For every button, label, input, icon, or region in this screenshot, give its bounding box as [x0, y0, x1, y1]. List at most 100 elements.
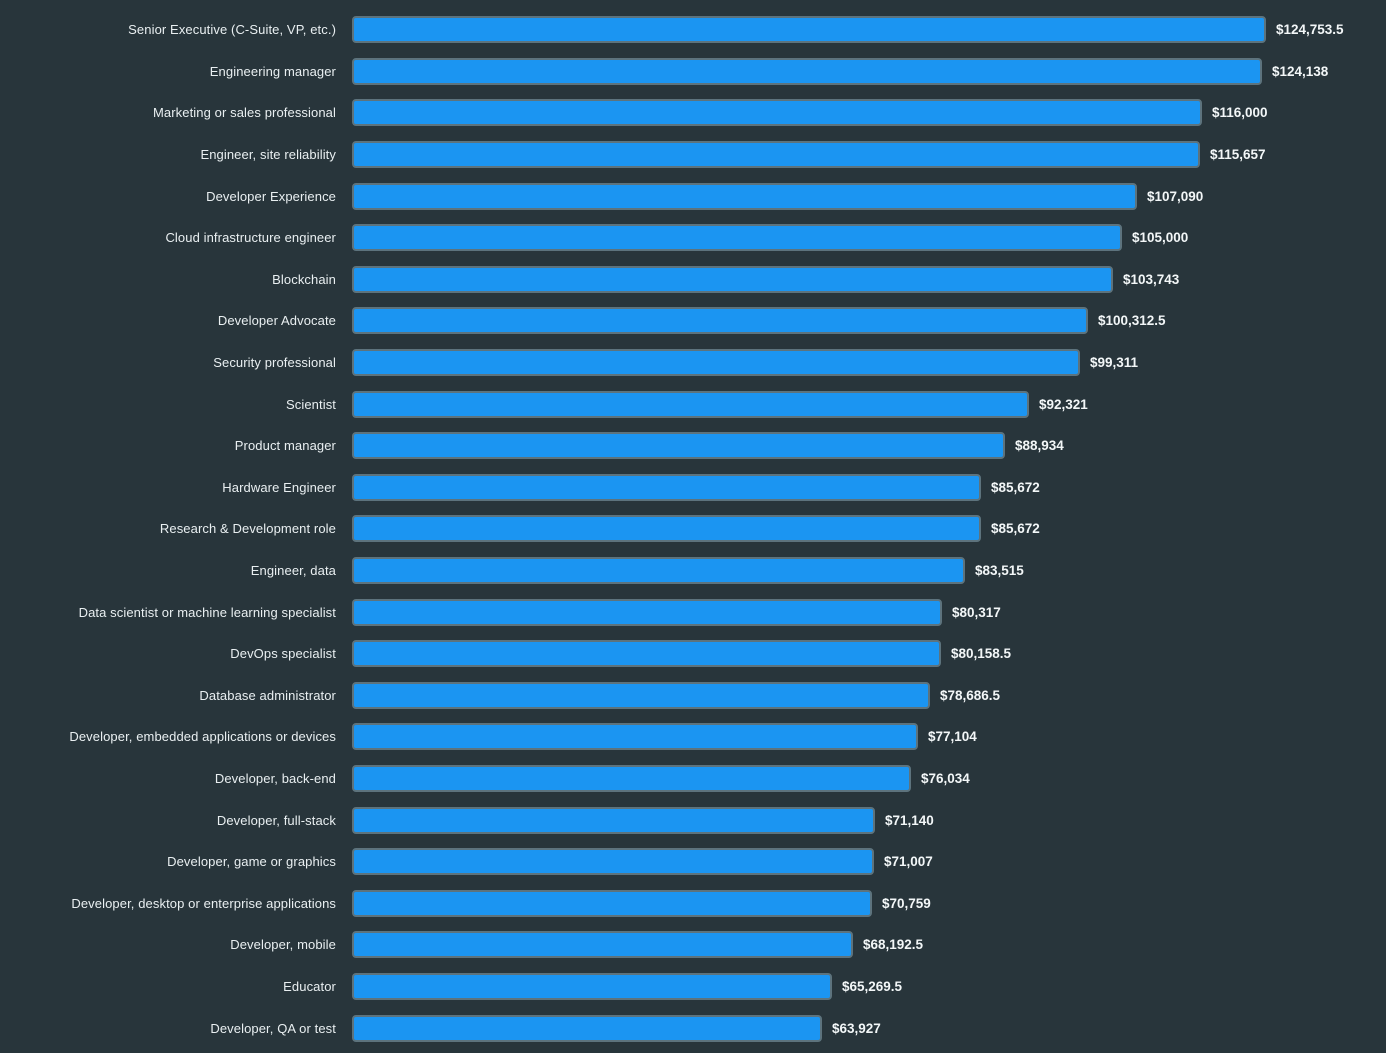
- bar-area: $71,140: [352, 806, 1386, 834]
- category-label: Data scientist or machine learning speci…: [78, 604, 336, 620]
- bar: [352, 931, 853, 959]
- bar-area: $80,158.5: [352, 640, 1386, 668]
- chart-row: Developer, embedded applications or devi…: [0, 716, 1386, 758]
- value-label: $115,657: [1210, 147, 1266, 163]
- bar: [352, 265, 1113, 293]
- bar: [352, 16, 1266, 44]
- bar: [352, 432, 1005, 460]
- chart-row: Blockchain $103,743: [0, 259, 1386, 301]
- bar-area: $92,321: [352, 390, 1386, 418]
- bar: [352, 972, 832, 1000]
- bar: [352, 806, 875, 834]
- category-label: Blockchain: [272, 271, 336, 287]
- bar-area: $107,090: [352, 182, 1386, 210]
- bar: [352, 557, 965, 585]
- chart-row: Developer, mobile $68,192.5: [0, 924, 1386, 966]
- bar: [352, 889, 872, 917]
- value-label: $71,140: [885, 812, 934, 828]
- bar: [352, 182, 1137, 210]
- bar-area: $68,192.5: [352, 931, 1386, 959]
- chart-row: Research & Development role $85,672: [0, 508, 1386, 550]
- chart-row: Engineer, data $83,515: [0, 550, 1386, 592]
- value-label: $80,158.5: [951, 646, 1012, 662]
- bar-area: $85,672: [352, 515, 1386, 543]
- category-label: Developer, mobile: [230, 937, 336, 953]
- value-label: $124,138: [1272, 63, 1329, 79]
- category-label: Developer, embedded applications or devi…: [69, 729, 336, 745]
- bar: [352, 764, 911, 792]
- category-label: Hardware Engineer: [222, 479, 336, 495]
- bar-area: $78,686.5: [352, 681, 1386, 709]
- bar-area: $71,007: [352, 848, 1386, 876]
- category-label: Security professional: [213, 355, 336, 371]
- category-label: Developer, desktop or enterprise applica…: [71, 895, 336, 911]
- category-label: Developer, game or graphics: [167, 854, 336, 870]
- chart-row: Security professional $99,311: [0, 342, 1386, 384]
- value-label: $107,090: [1147, 188, 1204, 204]
- bar: [352, 390, 1029, 418]
- bar: [352, 723, 918, 751]
- bar-area: $124,138: [352, 57, 1386, 85]
- chart-row: Scientist $92,321: [0, 383, 1386, 425]
- value-label: $105,000: [1132, 230, 1189, 246]
- chart-row: Developer, QA or test $63,927: [0, 1007, 1386, 1049]
- bar: [352, 99, 1202, 127]
- category-label: Senior Executive (C-Suite, VP, etc.): [128, 22, 336, 38]
- chart-row: Developer, full-stack $71,140: [0, 799, 1386, 841]
- chart-row: Developer, desktop or enterprise applica…: [0, 882, 1386, 924]
- bar: [352, 598, 942, 626]
- category-label: Engineer, site reliability: [200, 147, 336, 163]
- bar-area: $116,000: [352, 99, 1386, 127]
- chart-row: DevOps specialist $80,158.5: [0, 633, 1386, 675]
- value-label: $100,312.5: [1098, 313, 1166, 329]
- bar-area: $70,759: [352, 889, 1386, 917]
- chart-row: Educator $65,269.5: [0, 966, 1386, 1008]
- value-label: $68,192.5: [863, 937, 924, 953]
- value-label: $76,034: [921, 770, 970, 786]
- chart-row: Developer Advocate $100,312.5: [0, 300, 1386, 342]
- value-label: $71,007: [884, 854, 933, 870]
- bar: [352, 141, 1200, 169]
- value-label: $124,753.5: [1276, 22, 1344, 38]
- category-label: Developer, back-end: [214, 770, 336, 786]
- chart-row: Data scientist or machine learning speci…: [0, 591, 1386, 633]
- bar: [352, 349, 1080, 377]
- value-label: $85,672: [991, 521, 1040, 537]
- chart-row: Product manager $88,934: [0, 425, 1386, 467]
- bar: [352, 224, 1122, 252]
- bar-area: $65,269.5: [352, 972, 1386, 1000]
- category-label: Product manager: [234, 438, 336, 454]
- value-label: $99,311: [1090, 355, 1139, 371]
- category-label: DevOps specialist: [230, 646, 336, 662]
- category-label: Engineer, data: [250, 563, 336, 579]
- bar-area: $105,000: [352, 224, 1386, 252]
- value-label: $83,515: [975, 563, 1024, 579]
- bar: [352, 848, 874, 876]
- value-label: $78,686.5: [940, 687, 1001, 703]
- bar-area: $99,311: [352, 349, 1386, 377]
- chart-row: Engineer, site reliability $115,657: [0, 134, 1386, 176]
- bar-area: $76,034: [352, 764, 1386, 792]
- category-label: Engineering manager: [209, 63, 336, 79]
- category-label: Marketing or sales professional: [152, 105, 336, 121]
- category-label: Developer Experience: [206, 188, 336, 204]
- category-label: Developer Advocate: [217, 313, 336, 329]
- category-label: Educator: [283, 978, 336, 994]
- bar-area: $80,317: [352, 598, 1386, 626]
- bar-area: $88,934: [352, 432, 1386, 460]
- category-label: Research & Development role: [159, 521, 336, 537]
- chart-row: Marketing or sales professional $116,000: [0, 92, 1386, 134]
- chart-row: Cloud infrastructure engineer $105,000: [0, 217, 1386, 259]
- value-label: $88,934: [1015, 438, 1064, 454]
- bar: [352, 57, 1262, 85]
- value-label: $103,743: [1123, 271, 1180, 287]
- category-label: Cloud infrastructure engineer: [165, 230, 336, 246]
- value-label: $63,927: [832, 1020, 881, 1036]
- bar-area: $83,515: [352, 557, 1386, 585]
- value-label: $116,000: [1212, 105, 1268, 121]
- bar: [352, 1014, 822, 1042]
- bar: [352, 640, 941, 668]
- chart-row: Developer Experience $107,090: [0, 175, 1386, 217]
- bar-area: $103,743: [352, 265, 1386, 293]
